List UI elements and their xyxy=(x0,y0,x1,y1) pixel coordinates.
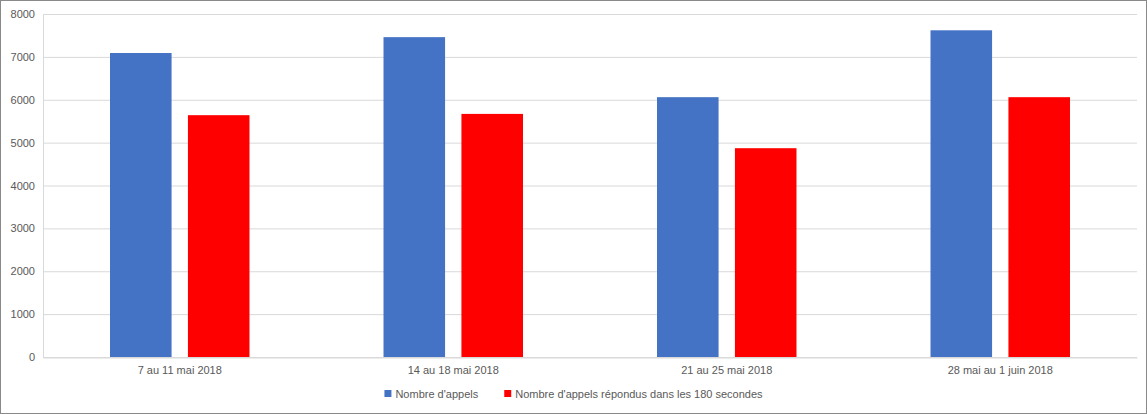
y-tick: 1000 xyxy=(11,308,43,320)
x-axis-line xyxy=(44,358,1138,359)
x-tick: 14 au 18 mai 2018 xyxy=(408,358,499,377)
y-tick-label: 0 xyxy=(29,351,35,363)
y-tick-label: 3000 xyxy=(11,222,35,234)
y-tick: 0 xyxy=(29,351,43,363)
y-tick-label: 5000 xyxy=(11,137,35,149)
bar xyxy=(384,37,446,357)
y-tick-label: 1000 xyxy=(11,308,35,320)
legend: Nombre d'appels Nombre d'appels répondus … xyxy=(384,388,763,400)
y-axis: 0 1000 2000 3000 4000 5000 6000 7000 8000 xyxy=(11,8,44,363)
legend-item: Nombre d'appels xyxy=(384,388,478,400)
x-tick-label: 21 au 25 mai 2018 xyxy=(681,364,772,376)
y-tick: 3000 xyxy=(11,222,43,234)
legend-swatch xyxy=(504,390,511,397)
legend-label: Nombre d'appels xyxy=(395,388,478,400)
y-tick-label: 6000 xyxy=(11,94,35,106)
legend-swatch xyxy=(384,390,391,397)
grid-line xyxy=(43,357,1137,358)
bar-series xyxy=(110,30,992,357)
x-tick-label: 28 mai au 1 juin 2018 xyxy=(948,364,1053,376)
bar xyxy=(657,97,719,357)
legend-label: Nombre d'appels répondus dans les 180 se… xyxy=(515,388,763,400)
x-tick: 7 au 11 mai 2018 xyxy=(138,358,222,377)
bar xyxy=(1008,97,1070,357)
y-tick: 6000 xyxy=(11,94,43,106)
x-tick-label: 14 au 18 mai 2018 xyxy=(408,364,499,376)
y-tick: 7000 xyxy=(11,51,43,63)
bar xyxy=(735,148,797,357)
bar xyxy=(188,115,250,357)
y-tick-label: 7000 xyxy=(11,51,35,63)
y-tick: 8000 xyxy=(11,8,43,20)
y-tick: 5000 xyxy=(11,137,43,149)
bar xyxy=(461,114,523,357)
bar-series xyxy=(188,97,1070,357)
y-tick-label: 8000 xyxy=(11,8,35,20)
x-tick: 28 mai au 1 juin 2018 xyxy=(948,358,1053,377)
y-tick: 4000 xyxy=(11,180,43,192)
legend-item: Nombre d'appels répondus dans les 180 se… xyxy=(504,388,763,400)
grid-line xyxy=(43,14,1137,15)
grid xyxy=(43,15,1137,358)
chart-frame xyxy=(1,1,1147,414)
bar xyxy=(110,53,172,357)
x-tick-label: 7 au 11 mai 2018 xyxy=(138,364,222,376)
chart: 0 1000 2000 3000 4000 5000 6000 7000 8000 7 au 11… xyxy=(0,0,1147,414)
bar xyxy=(931,30,993,357)
x-axis: 7 au 11 mai 2018 14 au 18 mai 2018 21 au 2… xyxy=(44,358,1138,377)
bars xyxy=(110,30,1070,357)
y-tick: 2000 xyxy=(11,265,43,277)
y-tick-label: 2000 xyxy=(11,265,35,277)
x-tick: 21 au 25 mai 2018 xyxy=(681,358,772,377)
y-axis-line xyxy=(43,15,44,358)
y-tick-label: 4000 xyxy=(11,180,35,192)
